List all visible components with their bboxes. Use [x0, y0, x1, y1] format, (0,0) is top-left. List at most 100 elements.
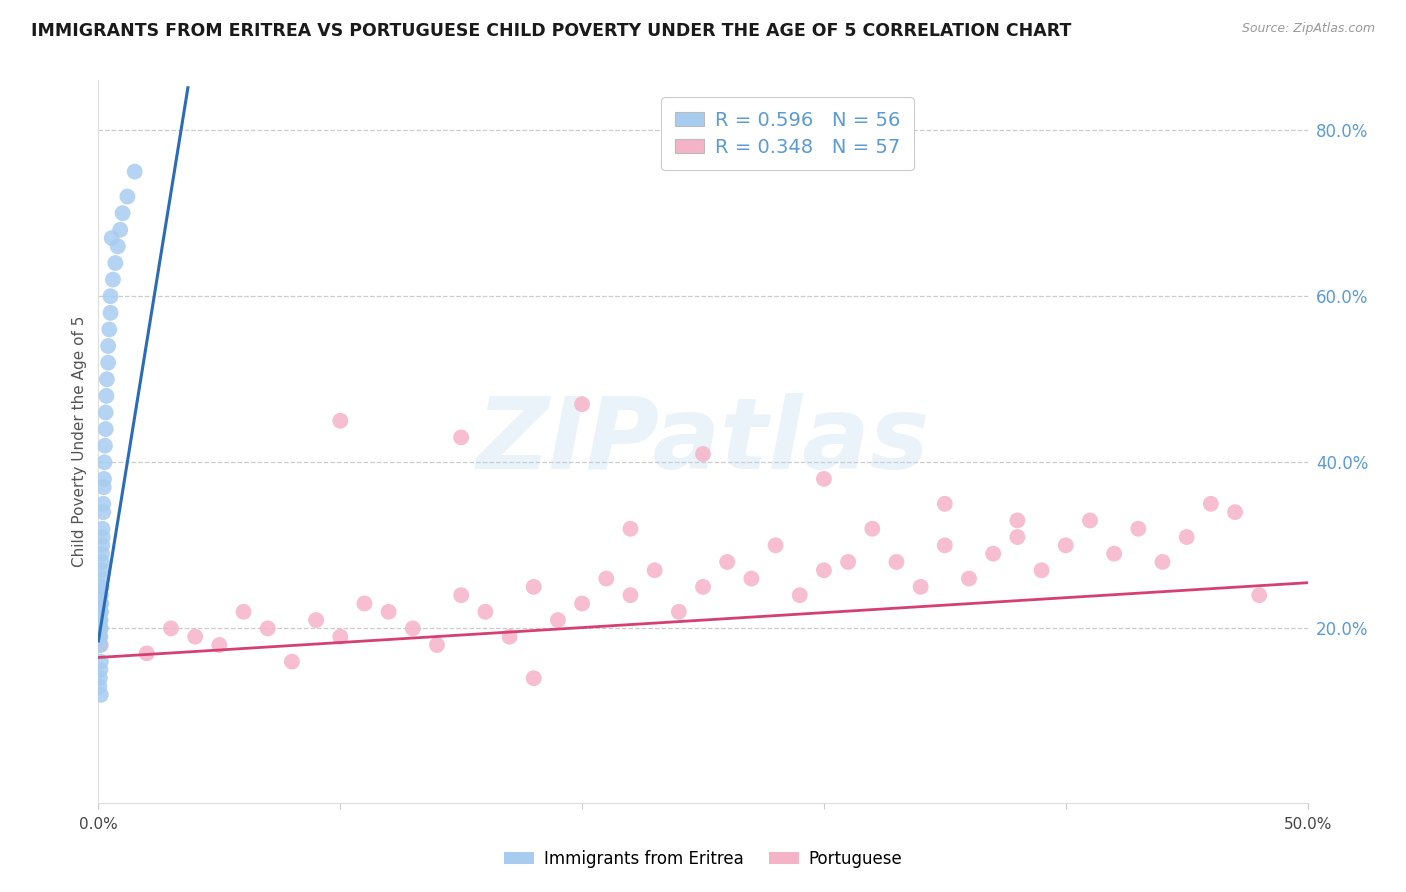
Point	[89, 680, 111, 694]
Point	[90, 605, 112, 619]
Point	[1054, 538, 1077, 552]
Point	[108, 223, 131, 237]
Point	[547, 613, 569, 627]
Point	[90, 605, 112, 619]
Point	[281, 655, 304, 669]
Point	[89, 588, 111, 602]
Point	[1007, 530, 1029, 544]
Point	[837, 555, 859, 569]
Point	[813, 472, 835, 486]
Point	[91, 547, 114, 561]
Point	[957, 572, 980, 586]
Point	[94, 422, 117, 436]
Point	[90, 588, 112, 602]
Point	[89, 605, 111, 619]
Point	[474, 605, 496, 619]
Point	[96, 372, 118, 386]
Point	[100, 289, 122, 303]
Point	[765, 538, 787, 552]
Point	[89, 638, 111, 652]
Text: Source: ZipAtlas.com: Source: ZipAtlas.com	[1241, 22, 1375, 36]
Legend: R = 0.596   N = 56, R = 0.348   N = 57: R = 0.596 N = 56, R = 0.348 N = 57	[661, 97, 914, 170]
Point	[1199, 497, 1222, 511]
Point	[124, 164, 146, 178]
Point	[135, 646, 157, 660]
Point	[450, 430, 472, 444]
Point	[1007, 513, 1029, 527]
Point	[89, 621, 111, 635]
Text: IMMIGRANTS FROM ERITREA VS PORTUGUESE CHILD POVERTY UNDER THE AGE OF 5 CORRELATI: IMMIGRANTS FROM ERITREA VS PORTUGUESE CH…	[31, 22, 1071, 40]
Point	[232, 605, 254, 619]
Point	[595, 572, 617, 586]
Point	[208, 638, 231, 652]
Point	[96, 389, 118, 403]
Point	[789, 588, 811, 602]
Point	[619, 522, 641, 536]
Point	[1102, 547, 1125, 561]
Point	[1223, 505, 1246, 519]
Point	[90, 555, 112, 569]
Point	[90, 655, 112, 669]
Point	[450, 588, 472, 602]
Point	[644, 563, 666, 577]
Point	[107, 239, 129, 253]
Point	[860, 522, 883, 536]
Point	[1031, 563, 1053, 577]
Point	[886, 555, 908, 569]
Point	[256, 621, 278, 635]
Point	[91, 505, 114, 519]
Point	[377, 605, 399, 619]
Point	[402, 621, 425, 635]
Point	[934, 497, 956, 511]
Point	[1128, 522, 1150, 536]
Point	[1078, 513, 1101, 527]
Point	[716, 555, 738, 569]
Point	[89, 621, 111, 635]
Point	[498, 630, 520, 644]
Point	[91, 572, 114, 586]
Point	[89, 613, 111, 627]
Point	[87, 597, 110, 611]
Point	[89, 663, 111, 677]
Point	[97, 339, 120, 353]
Point	[329, 414, 352, 428]
Point	[1152, 555, 1174, 569]
Point	[94, 439, 117, 453]
Point	[160, 621, 183, 635]
Point	[93, 480, 115, 494]
Point	[117, 189, 139, 203]
Point	[184, 630, 207, 644]
Point	[94, 405, 117, 419]
Legend: Immigrants from Eritrea, Portuguese: Immigrants from Eritrea, Portuguese	[498, 844, 908, 875]
Text: ZIPatlas: ZIPatlas	[477, 393, 929, 490]
Point	[111, 206, 134, 220]
Point	[813, 563, 835, 577]
Point	[1175, 530, 1198, 544]
Point	[100, 306, 122, 320]
Point	[90, 597, 112, 611]
Point	[692, 580, 714, 594]
Point	[89, 630, 111, 644]
Point	[91, 538, 114, 552]
Point	[93, 455, 115, 469]
Point	[89, 630, 111, 644]
Point	[90, 597, 112, 611]
Point	[101, 272, 124, 286]
Point	[90, 580, 112, 594]
Point	[571, 597, 593, 611]
Point	[523, 580, 546, 594]
Y-axis label: Child Poverty Under the Age of 5: Child Poverty Under the Age of 5	[72, 316, 87, 567]
Point	[571, 397, 593, 411]
Point	[619, 588, 641, 602]
Point	[90, 638, 112, 652]
Point	[305, 613, 328, 627]
Point	[740, 572, 762, 586]
Point	[89, 613, 111, 627]
Point	[934, 538, 956, 552]
Point	[981, 547, 1004, 561]
Point	[668, 605, 690, 619]
Point	[100, 231, 122, 245]
Point	[97, 356, 120, 370]
Point	[692, 447, 714, 461]
Point	[353, 597, 375, 611]
